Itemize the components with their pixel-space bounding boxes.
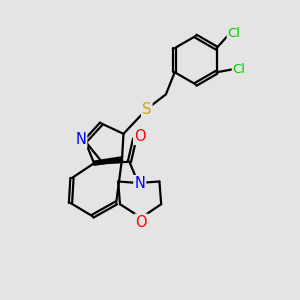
Text: N: N: [134, 176, 145, 191]
Text: S: S: [142, 102, 152, 117]
Text: O: O: [134, 129, 146, 144]
Text: Cl: Cl: [228, 27, 241, 40]
Text: N: N: [75, 132, 86, 147]
Text: Cl: Cl: [233, 63, 246, 76]
Text: O: O: [135, 214, 147, 230]
